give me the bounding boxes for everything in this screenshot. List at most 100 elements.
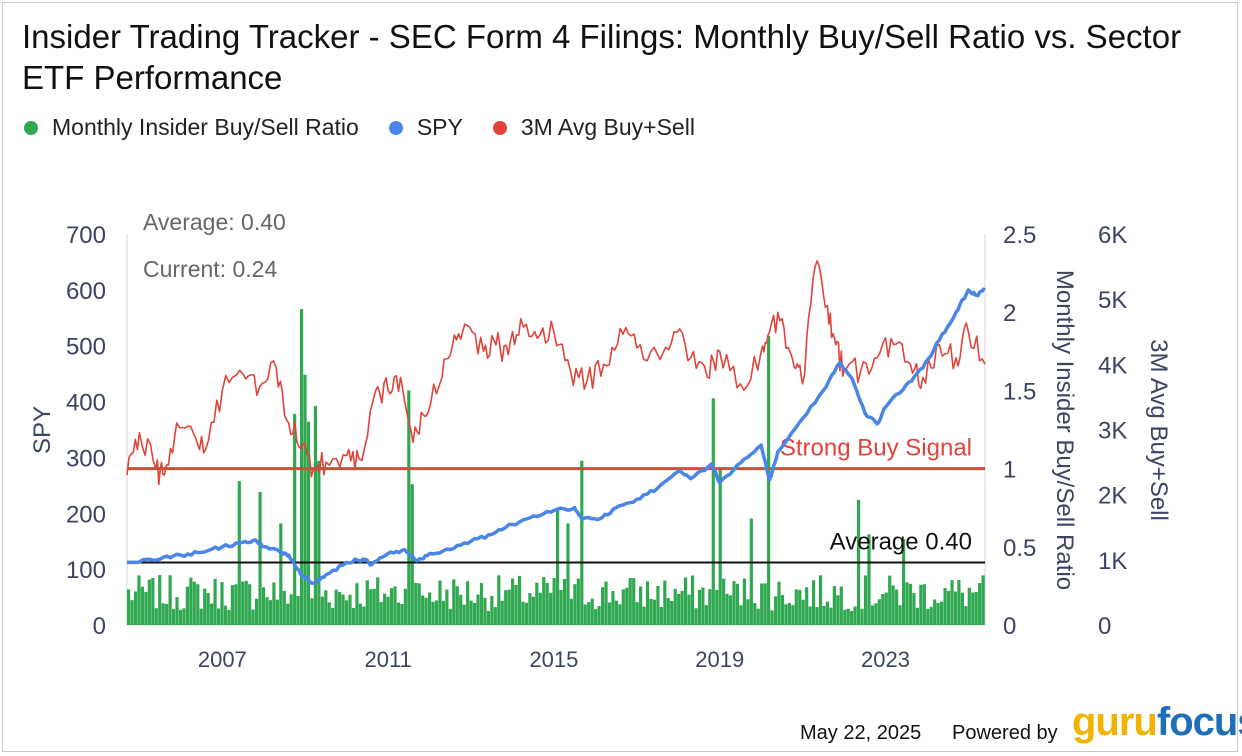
bar <box>171 608 176 625</box>
bar <box>223 605 228 625</box>
bar <box>690 575 695 625</box>
bar <box>808 606 812 625</box>
bar <box>715 589 719 625</box>
axes: 0 100 200 300 400 500 600 700 SPY 0 0.5 1 1.5 2 2.5 Mon… <box>29 222 1172 672</box>
bar <box>760 583 764 625</box>
bar <box>666 598 670 625</box>
right-outer-axis-title: 3M Avg Buy+Sell <box>1145 339 1172 521</box>
legend-item-buy-sell-ratio[interactable]: Monthly Insider Buy/Sell Ratio <box>24 114 359 141</box>
bar <box>964 606 968 625</box>
bar <box>978 583 982 625</box>
bar <box>870 605 875 625</box>
bar <box>383 593 387 625</box>
left-tick-label: 300 <box>66 445 106 472</box>
bar <box>576 578 580 625</box>
bar <box>569 598 574 625</box>
bar <box>936 602 940 625</box>
right-inner-axis-title: Monthly Insider Buy/Sell Ratio <box>1051 270 1078 590</box>
bar <box>275 599 279 625</box>
bar <box>531 596 535 625</box>
series-spy-line <box>126 287 986 585</box>
bar <box>621 589 625 625</box>
strong-buy-signal-label: Strong Buy Signal <box>780 435 972 462</box>
bar <box>905 582 909 625</box>
gurufocus-logo[interactable]: gurufocus <box>1072 700 1242 745</box>
bar <box>178 609 183 625</box>
bar <box>507 589 511 625</box>
bar <box>175 597 179 625</box>
bar <box>583 604 587 625</box>
bar <box>846 608 850 625</box>
left-tick-label: 200 <box>66 501 106 528</box>
bar <box>891 585 895 625</box>
bar <box>144 591 148 625</box>
bar <box>403 588 407 625</box>
bar <box>791 605 795 625</box>
bar <box>895 589 899 625</box>
bar <box>549 592 553 625</box>
bar <box>607 602 612 625</box>
bar <box>687 594 691 625</box>
bar <box>455 586 459 625</box>
bar <box>434 600 439 625</box>
bar <box>697 589 702 625</box>
bar <box>140 586 145 625</box>
bar <box>798 590 802 625</box>
bar <box>255 598 259 625</box>
bar <box>424 597 428 625</box>
x-tick-label: 2007 <box>198 647 247 672</box>
bar <box>248 584 252 625</box>
bar <box>625 587 629 625</box>
bar <box>594 609 598 625</box>
bar <box>227 609 231 625</box>
bar <box>154 608 158 625</box>
bar <box>511 578 515 625</box>
bar <box>732 581 736 625</box>
bar <box>147 579 151 625</box>
bar <box>459 594 463 625</box>
bar <box>365 580 369 625</box>
x-tick-label: 2011 <box>364 647 411 672</box>
bar <box>600 587 605 625</box>
bar <box>299 309 304 625</box>
bar <box>746 599 750 625</box>
bar <box>562 578 567 625</box>
left-tick-label: 0 <box>93 613 106 640</box>
bar <box>265 597 269 625</box>
bar <box>497 575 501 625</box>
bar <box>472 602 477 625</box>
bar <box>407 390 411 625</box>
legend-item-3m-avg[interactable]: 3M Avg Buy+Sell <box>492 114 695 141</box>
bar <box>559 589 563 625</box>
bar <box>317 460 321 625</box>
bar <box>486 610 490 625</box>
bar <box>341 594 345 625</box>
bar <box>203 588 207 625</box>
bar <box>528 593 532 625</box>
bar <box>133 591 138 625</box>
legend-item-spy[interactable]: SPY <box>388 114 463 141</box>
right-inner-tick-label: 2 <box>1003 300 1016 327</box>
bar <box>168 575 172 625</box>
bar <box>493 607 497 625</box>
bar <box>645 581 650 625</box>
bar <box>282 590 286 625</box>
logo-part2: focus <box>1156 700 1242 744</box>
bar <box>272 582 276 625</box>
bar <box>237 481 241 625</box>
bar <box>915 607 919 625</box>
left-axis-title: SPY <box>29 406 56 454</box>
bar <box>566 523 570 625</box>
bar <box>784 604 788 625</box>
bar <box>445 589 449 625</box>
right-outer-tick-label: 4K <box>1098 352 1127 379</box>
left-tick-label: 100 <box>66 557 106 584</box>
line-series <box>126 260 986 585</box>
right-outer-tick-label: 6K <box>1098 222 1127 249</box>
legend-dot-red <box>492 120 507 135</box>
bar <box>881 594 885 625</box>
bar <box>348 594 352 625</box>
bar <box>476 594 480 625</box>
bar <box>957 579 961 625</box>
bar <box>908 583 913 625</box>
